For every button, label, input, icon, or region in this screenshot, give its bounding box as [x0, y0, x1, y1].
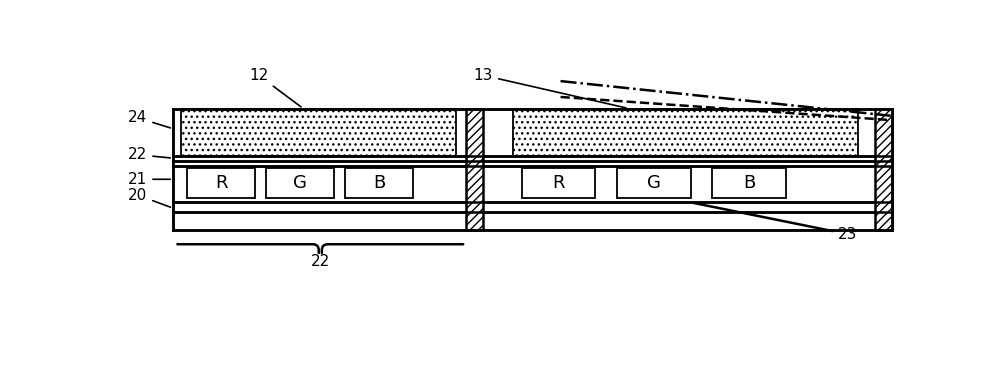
Text: 12: 12: [249, 68, 301, 107]
Text: G: G: [647, 174, 661, 192]
Bar: [173, 108, 892, 230]
Text: 21: 21: [128, 172, 170, 187]
Text: G: G: [293, 174, 307, 192]
Bar: [466, 108, 483, 230]
Text: 24: 24: [128, 110, 170, 128]
Text: 20: 20: [128, 188, 170, 207]
Text: 23: 23: [693, 203, 857, 242]
Text: R: R: [552, 174, 565, 192]
Text: 22: 22: [311, 254, 330, 269]
Bar: [181, 108, 456, 156]
Text: B: B: [743, 174, 755, 192]
Text: R: R: [215, 174, 227, 192]
Text: B: B: [373, 174, 385, 192]
Bar: [712, 168, 786, 198]
Text: 13: 13: [474, 68, 626, 108]
Bar: [875, 108, 892, 230]
Bar: [187, 168, 255, 198]
Bar: [345, 168, 413, 198]
Bar: [512, 108, 858, 156]
Bar: [522, 168, 595, 198]
Text: 22: 22: [128, 147, 170, 162]
Bar: [617, 168, 691, 198]
Bar: [266, 168, 334, 198]
